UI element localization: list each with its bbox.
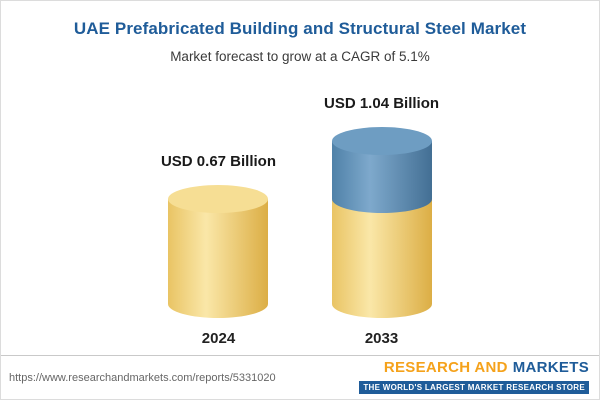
bar-2033: USD 1.04 Billion 2033 <box>324 95 439 347</box>
cylinder-top-cap <box>168 185 269 213</box>
logo-word-research-and: RESEARCH AND <box>383 359 508 377</box>
bar-category-label: 2033 <box>364 330 399 347</box>
cylinder-segment-base <box>168 199 269 318</box>
chart-area: USD 0.67 Billion 2024 USD 1.04 Billion 2033 <box>1 64 599 355</box>
logo-tagline: THE WORLD'S LARGEST MARKET RESEARCH STOR… <box>359 380 589 394</box>
footer: https://www.researchandmarkets.com/repor… <box>1 355 599 399</box>
cylinder-2024 <box>168 185 269 318</box>
bar-category-label: 2024 <box>201 330 236 347</box>
chart-subtitle: Market forecast to grow at a CAGR of 5.1… <box>170 49 430 64</box>
logo-name: RESEARCH AND MARKETS <box>359 360 589 377</box>
cylinder-top-cap <box>331 127 432 155</box>
cylinder-segment-base <box>331 199 432 318</box>
logo-word-markets: MARKETS <box>512 359 589 377</box>
bar-value-label: USD 1.04 Billion <box>324 95 440 112</box>
report-url: https://www.researchandmarkets.com/repor… <box>9 371 276 384</box>
cylinder-segment-growth <box>331 141 432 213</box>
chart-title: UAE Prefabricated Building and Structura… <box>73 19 527 38</box>
cylinder-2033 <box>331 127 432 318</box>
bar-value-label: USD 0.67 Billion <box>160 153 276 170</box>
bar-2024: USD 0.67 Billion 2024 <box>161 153 276 347</box>
chart-header: UAE Prefabricated Building and Structura… <box>1 1 599 64</box>
research-and-markets-logo: RESEARCH AND MARKETS THE WORLD'S LARGEST … <box>359 360 589 395</box>
